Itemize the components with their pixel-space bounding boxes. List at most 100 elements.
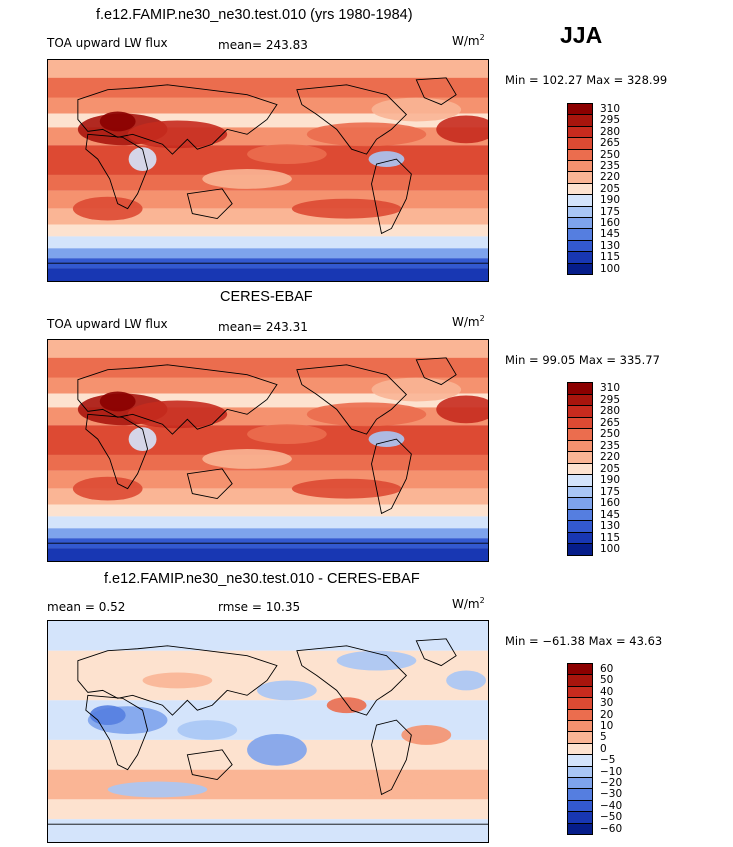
map-coastline: [77, 364, 278, 435]
panel-2-minmax: Min = 99.05 Max = 335.77: [505, 353, 660, 367]
map-coastline: [186, 188, 233, 220]
map-field-anomaly: [326, 697, 367, 714]
map-field-anomaly: [128, 427, 157, 451]
colorbar-tick-label: 100: [600, 543, 621, 556]
map-field-anomaly: [99, 391, 136, 412]
map-coastline: [77, 84, 278, 155]
panel-1-map-svg: [48, 60, 488, 281]
colorbar-tick-label: 50: [600, 674, 614, 687]
panel-2-colorbar: 310 295 280 265 250 235 220 205 190 175 160 145 130 1…: [567, 382, 620, 556]
colorbar-tick-label: 265: [600, 137, 621, 150]
colorbar-tick-label: 130: [600, 520, 621, 533]
map-field-anomaly: [72, 196, 143, 221]
colorbar-tick-label: 295: [600, 393, 621, 406]
map-field-band: [48, 819, 488, 842]
units-base: W/m: [452, 315, 480, 329]
map-coastline: [85, 133, 149, 210]
map-coastline: [415, 638, 457, 667]
colorbar-tick-label: 130: [600, 239, 621, 252]
map-field-band: [48, 224, 488, 237]
map-field-anomaly: [202, 169, 292, 189]
units-base: W/m: [452, 597, 480, 611]
season-label: JJA: [560, 22, 603, 48]
panel-1-variable-label: TOA upward LW flux: [47, 36, 168, 50]
map-coastline: [85, 694, 149, 771]
map-field-band: [48, 77, 488, 98]
panel-3-colorbar: 60 50 40 30 20 10 5 0 −5 −10 −20 −30 −40 −50 −60: [567, 663, 622, 835]
colorbar-tick-label: 115: [600, 251, 621, 264]
map-coastline: [296, 364, 408, 435]
map-field-band: [48, 548, 488, 561]
panel-2-mean-label: mean= 243.31: [218, 320, 308, 334]
units-exp: 2: [479, 314, 485, 323]
map-field-anomaly: [247, 144, 327, 165]
panel-2-title: CERES-EBAF: [220, 289, 313, 305]
colorbar-tick-label: 190: [600, 474, 621, 487]
colorbar-tick-label: −10: [600, 765, 623, 778]
colorbar-tick-label: 205: [600, 462, 621, 475]
colorbar-tick-label: 10: [600, 720, 614, 732]
map-field-band: [48, 236, 488, 249]
colorbar-tick-label: 160: [600, 497, 621, 510]
panel-3-title: f.e12.FAMIP.ne30_ne30.test.010 - CERES-E…: [104, 571, 420, 587]
colorbar-tick-label: 160: [600, 217, 621, 229]
colorbar-tick-label: 175: [600, 485, 621, 498]
map-field-anomaly: [336, 650, 417, 671]
map-coastline: [85, 413, 149, 490]
colorbar-tick-label: −20: [600, 777, 623, 789]
panel-3-units: W/m2: [452, 596, 485, 611]
colorbar-tick-label: 175: [600, 205, 621, 218]
map-coastline: [296, 645, 408, 716]
map-coastline: [77, 645, 278, 716]
map-field-anomaly: [371, 97, 462, 122]
map-field-anomaly: [247, 424, 327, 445]
map-field-anomaly: [368, 431, 405, 448]
colorbar-swatch: [567, 262, 593, 275]
colorbar-tick-label: 5: [600, 731, 607, 744]
colorbar-tick-label: 280: [600, 405, 621, 418]
colorbar-tick-label: 310: [600, 103, 621, 115]
map-field-anomaly: [257, 680, 317, 701]
map-field-anomaly: [99, 111, 136, 132]
map-field-anomaly: [436, 395, 488, 424]
map-coastline: [371, 158, 412, 235]
colorbar-tick-label: 0: [600, 742, 607, 755]
map-field-anomaly: [436, 115, 488, 144]
panel-2-variable-label: TOA upward LW flux: [47, 317, 168, 331]
colorbar-tick-label: 145: [600, 228, 621, 241]
map-field-anomaly: [177, 720, 238, 740]
map-field-band: [48, 516, 488, 529]
colorbar-tick-label: 30: [600, 697, 614, 710]
colorbar-tick-label: 265: [600, 416, 621, 429]
map-field-anomaly: [247, 733, 307, 766]
map-coastline: [186, 468, 233, 500]
colorbar-tick-label: −50: [600, 811, 623, 824]
colorbar-tick-label: 205: [600, 182, 621, 195]
panel-1-colorbar: 310 295 280 265 250 235 220 205 190 175 160 145 130 1…: [567, 103, 620, 275]
colorbar-tick-label: 40: [600, 685, 614, 698]
colorbar-swatch: [567, 543, 593, 556]
panel-1-map: [47, 59, 489, 282]
map-field-anomaly: [306, 122, 427, 147]
panel-1-mean-label: mean= 243.83: [218, 38, 308, 52]
map-field-band: [48, 248, 488, 259]
map-field-anomaly: [107, 781, 208, 798]
panel-1-minmax: Min = 102.27 Max = 328.99: [505, 73, 668, 87]
map-field-anomaly: [306, 402, 427, 427]
colorbar-tick-label: 190: [600, 194, 621, 207]
map-field-anomaly: [401, 725, 452, 745]
colorbar-tick-label: 280: [600, 125, 621, 138]
units-exp: 2: [479, 33, 485, 42]
colorbar-tick-label: 250: [600, 148, 621, 161]
colorbar-tick-label: 100: [600, 262, 621, 275]
colorbar-tick-label: −30: [600, 788, 623, 801]
units-base: W/m: [452, 34, 480, 48]
panel-3-map-svg: [48, 621, 488, 842]
map-field-band: [48, 528, 488, 539]
panel-1-title: f.e12.FAMIP.ne30_ne30.test.010 (yrs 1980…: [96, 7, 413, 23]
panel-3-rmse-label: rmse = 10.35: [218, 600, 301, 614]
map-field-band: [48, 799, 488, 820]
map-field-anomaly: [291, 198, 402, 219]
map-field-band: [48, 621, 488, 651]
panel-2-map-svg: [48, 340, 488, 561]
